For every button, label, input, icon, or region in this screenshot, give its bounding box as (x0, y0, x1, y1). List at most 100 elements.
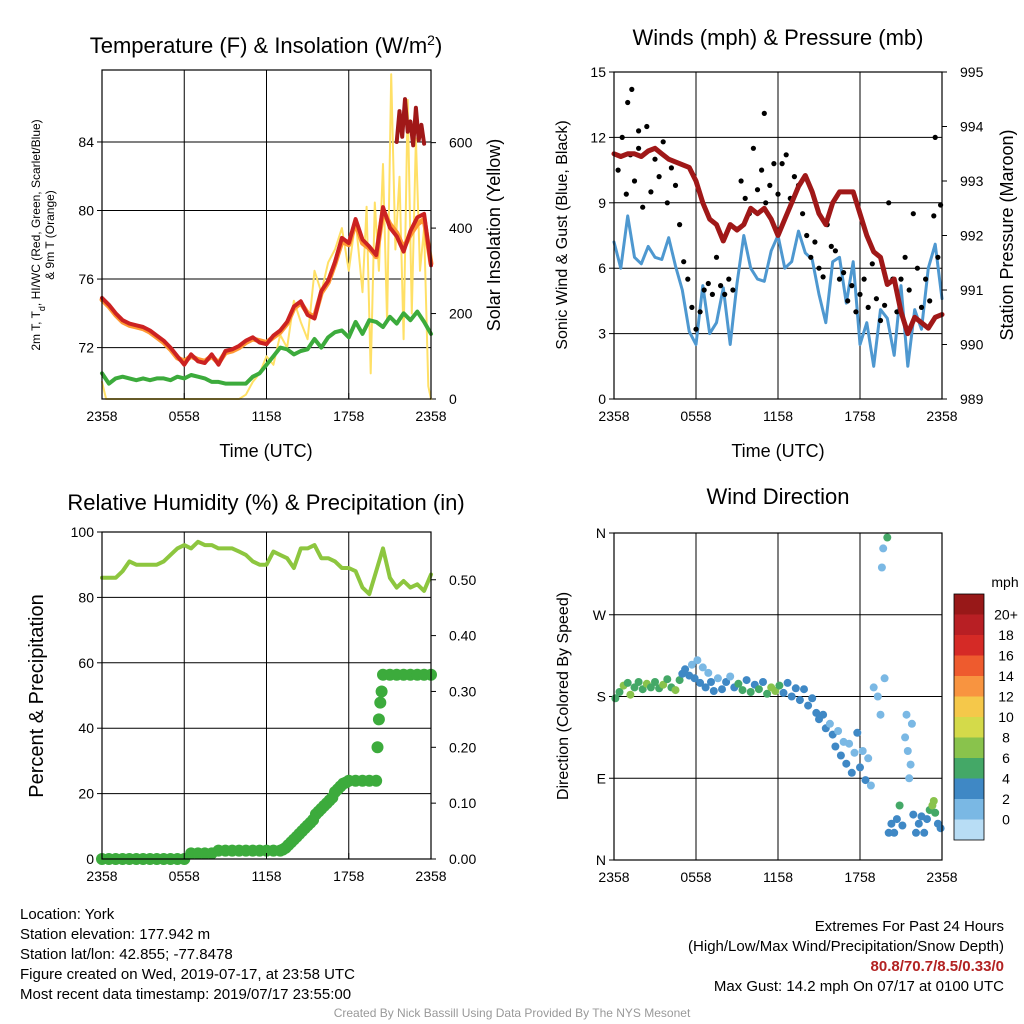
colorbar-label: 0 (1002, 812, 1010, 828)
point-gust (832, 248, 839, 254)
point-gust (672, 182, 679, 188)
colorbar-label: 16 (998, 648, 1014, 664)
point-gust (853, 309, 859, 315)
direction-point (698, 663, 707, 672)
direction-point (890, 828, 899, 837)
direction-point (856, 763, 864, 772)
y-tick-label: 76 (78, 271, 94, 287)
x-tick-label: 2358 (926, 408, 957, 424)
point-gust (631, 178, 638, 184)
direction-point (923, 815, 931, 824)
direction-point (831, 742, 840, 751)
y-axis-label-text: Sonic Wind & Gust (Blue, Black) (554, 120, 571, 349)
y-tick-label-right: 0.40 (449, 628, 476, 644)
x-tick-label: 1758 (844, 869, 875, 885)
x-tick-label: 1158 (251, 868, 281, 884)
direction-point (819, 710, 828, 719)
point-gust (677, 222, 683, 228)
chart-title: Winds (mph) & Pressure (mb) (633, 25, 924, 50)
colorbar-label: 12 (998, 689, 1014, 705)
y-tick-label-right: 991 (960, 282, 984, 298)
direction-point (883, 533, 892, 542)
direction-point (701, 683, 710, 692)
y-tick-label-right: 994 (960, 119, 984, 135)
point-gust (935, 254, 941, 260)
y-tick-label-right: 989 (960, 391, 984, 407)
point-gust (730, 287, 736, 293)
y-tick-label-right: 0.20 (449, 739, 476, 755)
series-2m-td (100, 309, 433, 386)
x-tick-label: 0558 (680, 408, 711, 424)
direction-point (722, 678, 731, 686)
latlon-text: Station lat/lon: 42.855; -77.8478 (20, 946, 233, 963)
series-station-pressure (611, 145, 945, 337)
y-axis-label-line1: 2m T, Td, HI/WC (Red, Green, Scarlet/Blu… (29, 119, 47, 350)
y-tick-label: 80 (78, 589, 94, 605)
direction-point (884, 828, 893, 837)
y-axis-label-right: Station Pressure (Maroon) (997, 129, 1017, 340)
direction-point (869, 683, 878, 692)
point-gust (914, 265, 921, 271)
point-gust (869, 261, 875, 267)
direction-point (783, 678, 792, 687)
direction-point (671, 686, 680, 695)
point-precipitation (371, 741, 384, 754)
point-gust (619, 134, 625, 140)
colorbar-title: mph (991, 574, 1018, 590)
direction-point (615, 688, 624, 696)
colorbar-label: 14 (998, 668, 1014, 684)
x-tick-label: 1758 (844, 408, 875, 424)
direction-point (693, 656, 702, 665)
panel-temperature: 72 76 80 84 0 200 400 600 2358 0558 1158 1758 2358 Te… (29, 32, 504, 461)
y-tick-label: 15 (590, 64, 606, 80)
created-text: Figure created on Wed, 2019-07-17, at 23… (20, 966, 355, 983)
y-tick-label: 0 (598, 391, 606, 407)
point-gust (625, 99, 631, 106)
direction-point (763, 689, 772, 698)
point-gust (873, 296, 880, 302)
colorbar-label: 18 (998, 627, 1014, 643)
point-gust (629, 86, 635, 92)
point-gust (931, 213, 937, 219)
y-axis-label-text: Direction (Colored By Speed) (555, 592, 572, 800)
chart-title: Relative Humidity (%) & Precipitation (i… (67, 490, 464, 515)
point-gust (763, 200, 769, 206)
elevation-text: Station elevation: 177.942 m (20, 926, 211, 943)
x-tick-label: 0558 (680, 869, 711, 885)
y-tick-label-right: 200 (449, 306, 473, 322)
colorbar-label: 20+ (994, 607, 1018, 623)
point-precipitation (372, 713, 385, 726)
colorbar-swatch (954, 594, 984, 615)
point-gust (668, 165, 675, 171)
point-gust (701, 287, 707, 293)
point-gust (775, 191, 781, 197)
direction-point (861, 776, 870, 785)
point-gust (738, 178, 744, 184)
x-tick-label: 1758 (333, 408, 364, 424)
point-gust (697, 309, 703, 315)
point-gust (681, 259, 687, 265)
x-tick-label: 2358 (86, 868, 117, 884)
point-gust (742, 195, 748, 201)
point-gust (898, 276, 904, 282)
direction-point (906, 760, 915, 769)
x-tick-label: 0558 (169, 868, 200, 884)
direction-point (690, 674, 699, 683)
direction-point (880, 674, 889, 683)
point-gust (640, 204, 646, 210)
y-tick-label-right: 400 (449, 220, 473, 236)
direction-point (912, 828, 920, 837)
extremes-subtitle: (High/Low/Max Wind/Precipitation/Snow De… (688, 938, 1004, 955)
point-gust (722, 291, 728, 297)
colorbar-swatch (954, 799, 984, 820)
direction-point (866, 781, 875, 790)
direction-point (931, 808, 940, 817)
y-tick-label: 72 (78, 340, 94, 356)
direction-point (742, 676, 751, 685)
extremes-values: 80.8/70.7/8.5/0.33/0 (870, 958, 1004, 975)
colorbar: mph 20+ 18 16 14 12 10 8 6 4 2 0 (953, 574, 1019, 841)
x-tick-label: 2358 (598, 869, 629, 885)
colorbar-border (953, 593, 985, 841)
colorbar-swatch (954, 819, 984, 840)
x-axis-label: Time (UTC) (219, 441, 312, 461)
